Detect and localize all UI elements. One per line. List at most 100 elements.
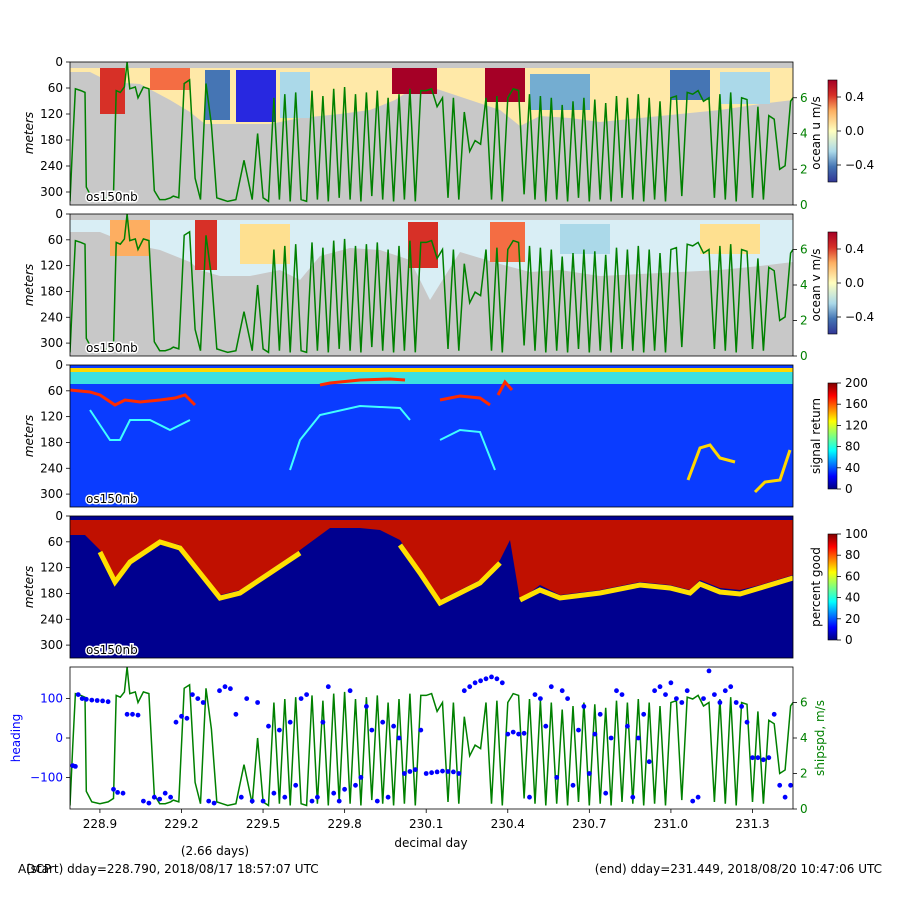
day-tick-label-8: 231.3	[735, 817, 769, 831]
heading-point	[369, 727, 375, 733]
heading-point	[782, 794, 788, 800]
heading-point	[374, 798, 380, 804]
heading-point	[467, 684, 473, 690]
heading-point	[100, 698, 105, 704]
v-shipspd-line	[70, 214, 793, 354]
heading-point	[548, 684, 554, 690]
amp-multiple-2	[289, 404, 411, 471]
u-colorbar-label: ocean u m/s	[809, 96, 823, 170]
heading-point	[581, 704, 587, 709]
heading-point	[788, 782, 793, 788]
amp-colorbar	[827, 382, 838, 490]
heading-point	[75, 692, 81, 697]
heading-point	[663, 692, 668, 697]
heading-tick-label-0: 100	[40, 692, 63, 706]
u-colorbar	[827, 79, 838, 183]
heading-point	[412, 767, 418, 772]
speed-tick-label-0: 0	[800, 802, 808, 816]
heading-point	[146, 800, 152, 806]
depth-tick-label-1: 60	[48, 81, 63, 95]
u-ylabel: meters	[22, 112, 36, 154]
heading-point	[576, 727, 581, 733]
depth-tick-label-1: 60	[48, 233, 63, 247]
heading-point	[418, 727, 424, 733]
heading-point	[652, 688, 657, 694]
colorbar-tick-label-4: 40	[845, 461, 860, 475]
heading-point	[516, 731, 521, 737]
v-colorbar-ticks: 0.4 0.0 −0.4	[837, 242, 874, 324]
speed-tick-label-1: 2	[800, 162, 808, 176]
heading-point	[532, 692, 538, 697]
amp-bottom-echo	[70, 388, 197, 407]
colorbar-tick-label-0: 100	[845, 527, 868, 541]
colorbar-tick-label-1: 0.0	[845, 276, 864, 290]
amp-colorbar-ticks: 200 160 120 80 40 0	[837, 376, 868, 496]
speed-tick-label-0: 0	[800, 198, 808, 212]
heading-point	[445, 769, 451, 774]
amp-multiple-1	[89, 409, 191, 441]
heading-point	[461, 688, 467, 694]
u-panel-label: os150nb	[86, 190, 138, 204]
amp-background	[70, 365, 793, 507]
depth-tick-label-0: 0	[55, 207, 63, 221]
heading-point	[684, 688, 690, 694]
speed-tick-label-1: 2	[800, 767, 808, 781]
depth-tick-label-4: 240	[40, 612, 63, 626]
amp-surface-top	[70, 368, 793, 372]
hd-right-label: shipspd, m/s	[813, 700, 827, 776]
depth-tick-label-3: 180	[40, 586, 63, 600]
pg-transition-band-3	[397, 543, 502, 607]
colorbar-tick-label-5: 0	[845, 482, 853, 496]
depth-tick-label-5: 300	[40, 638, 63, 652]
footer-end: (end) dday=231.449, 2018/08/20 10:47:06 …	[595, 862, 882, 876]
heading-point	[456, 771, 462, 776]
amp-bottom-echo-3	[439, 394, 491, 407]
amp-colorbar-label: signal return	[809, 398, 823, 474]
heading-point	[429, 770, 434, 776]
heading-point	[733, 700, 739, 705]
heading-point	[565, 696, 570, 701]
pg-good-region	[70, 520, 793, 600]
hd-heading-points	[70, 668, 793, 806]
heading-point	[695, 794, 701, 800]
heading-point	[151, 794, 157, 800]
depth-tick-label-2: 120	[40, 561, 63, 575]
heading-point	[287, 719, 293, 725]
heading-point	[168, 794, 174, 800]
hd-x-ticks: 228.9 229.2 229.5 229.8 230.1 230.4 230.7 231.0…	[83, 809, 770, 831]
heading-point	[266, 723, 271, 729]
panel-percent-good: 0 60 120 180 240 300 meters os150nb 100 80 60 40…	[22, 509, 868, 659]
colorbar-tick-label-2: −0.4	[845, 158, 874, 172]
day-tick-label-4: 230.1	[409, 817, 443, 831]
footer-span: (2.66 days)	[181, 844, 249, 858]
heading-point	[744, 719, 750, 725]
heading-point	[222, 684, 228, 690]
heading-point	[315, 794, 320, 800]
pg-y-ticks: 0 60 120 180 240 300	[40, 509, 70, 652]
heading-point	[396, 735, 402, 741]
heading-point	[73, 764, 78, 769]
heading-point	[728, 684, 734, 690]
heading-point	[331, 790, 337, 796]
heading-point	[510, 729, 516, 735]
heading-point	[105, 699, 111, 705]
heading-point	[755, 755, 761, 761]
u-right-ticks: 0 2 4 6	[793, 91, 808, 212]
heading-tick-label-2: −100	[30, 770, 63, 784]
colorbar-tick-label-3: 80	[845, 440, 860, 454]
heading-point	[120, 790, 126, 796]
depth-tick-label-5: 300	[40, 487, 63, 501]
heading-point	[451, 769, 456, 775]
heading-point	[304, 692, 309, 697]
u-colorbar-ticks: 0.4 0.0 −0.4	[837, 90, 874, 172]
colorbar-tick-label-0: 200	[845, 376, 868, 390]
amp-panel-label: os150nb	[86, 492, 138, 506]
heading-point	[364, 704, 369, 709]
colorbar-tick-label-5: 0	[845, 633, 853, 647]
day-tick-label-0: 228.9	[83, 817, 117, 831]
depth-tick-label-1: 60	[48, 535, 63, 549]
pg-transition-band	[518, 575, 793, 603]
colorbar-tick-label-3: 40	[845, 591, 860, 605]
